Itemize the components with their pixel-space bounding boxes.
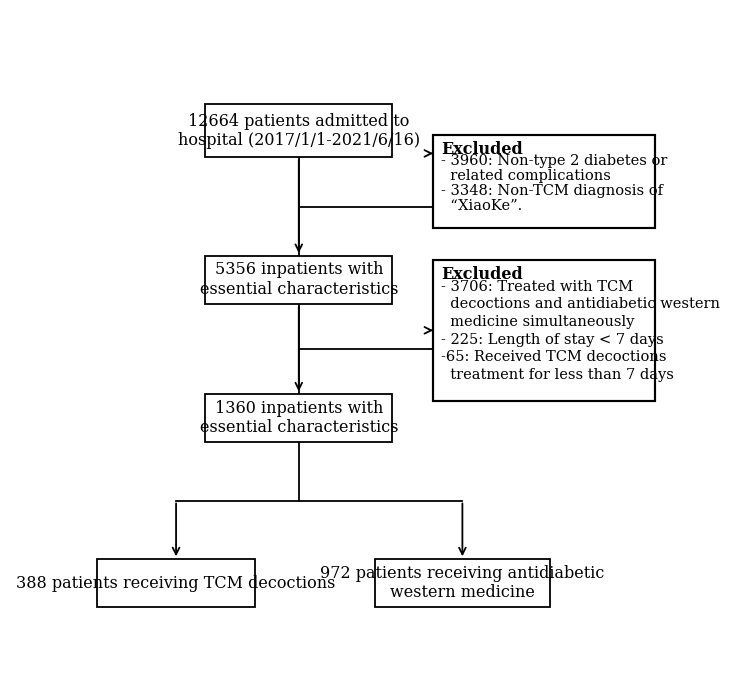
Text: decoctions and antidiabetic western: decoctions and antidiabetic western [441, 297, 720, 311]
Text: 5356 inpatients with
essential characteristics: 5356 inpatients with essential character… [200, 261, 398, 298]
Text: Excluded: Excluded [441, 266, 523, 283]
Text: 388 patients receiving TCM decoctions: 388 patients receiving TCM decoctions [17, 574, 336, 591]
Bar [205, 394, 392, 442]
Bar [375, 559, 550, 607]
Text: “XiaoKe”.: “XiaoKe”. [441, 199, 522, 214]
Bar [433, 135, 655, 228]
Text: 12664 patients admitted to
hospital (2017/1/1-2021/6/16): 12664 patients admitted to hospital (201… [178, 113, 420, 149]
Text: related complications: related complications [441, 169, 611, 183]
Text: - 225: Length of stay < 7 days: - 225: Length of stay < 7 days [441, 332, 664, 347]
Bar [205, 256, 392, 304]
Text: - 3706: Treated with TCM: - 3706: Treated with TCM [441, 280, 633, 294]
Bar [205, 104, 392, 158]
Text: - 3960: Non-type 2 diabetes or: - 3960: Non-type 2 diabetes or [441, 155, 667, 169]
Text: Excluded: Excluded [441, 141, 523, 158]
Text: -65: Received TCM decoctions: -65: Received TCM decoctions [441, 350, 667, 364]
Text: medicine simultaneously: medicine simultaneously [441, 315, 634, 329]
Bar [433, 260, 655, 401]
Bar [97, 559, 255, 607]
Text: treatment for less than 7 days: treatment for less than 7 days [441, 368, 673, 382]
Text: 972 patients receiving antidiabetic
western medicine: 972 patients receiving antidiabetic west… [320, 565, 605, 601]
Text: 1360 inpatients with
essential characteristics: 1360 inpatients with essential character… [200, 400, 398, 437]
Text: - 3348: Non-TCM diagnosis of: - 3348: Non-TCM diagnosis of [441, 184, 663, 198]
